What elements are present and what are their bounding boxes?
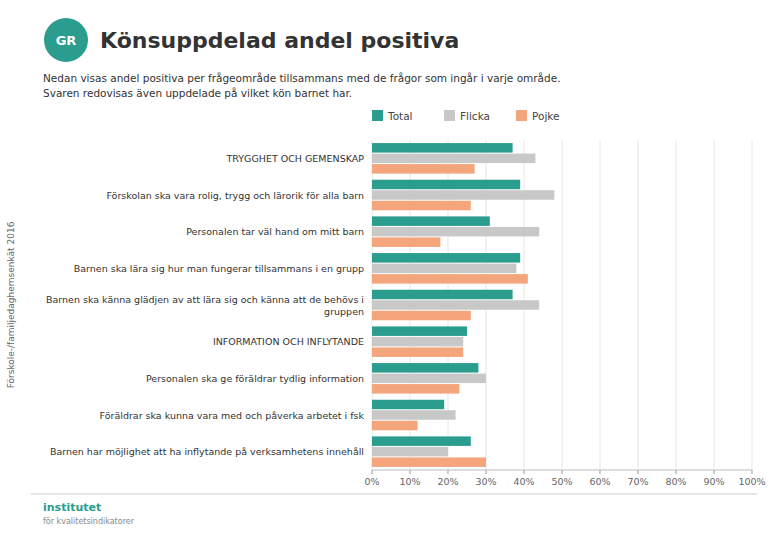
category-label-line: Förskolan ska vara rolig, trygg och läro… xyxy=(106,190,364,201)
bar xyxy=(372,337,463,347)
category-label: Föräldrar ska kunna vara med och påverka… xyxy=(100,410,365,421)
bar xyxy=(372,326,467,336)
category-label-line: Föräldrar ska kunna vara med och påverka… xyxy=(100,410,365,421)
category-label: INFORMATION OCH INFLYTANDE xyxy=(213,336,364,347)
tick-mark xyxy=(676,470,677,474)
category-label: Barnen ska känna glädjen av att lära sig… xyxy=(46,294,364,317)
logo: GR xyxy=(44,18,88,62)
bar xyxy=(372,180,520,190)
tick-label: 0% xyxy=(364,476,379,487)
category-label-line: Barnen har möjlighet att ha inflytande p… xyxy=(50,446,364,457)
category-label: Personalen tar väl hand om mitt barn xyxy=(186,226,364,237)
tick-mark xyxy=(448,470,449,474)
tick-mark xyxy=(638,470,639,474)
bar xyxy=(372,264,516,274)
bar xyxy=(372,400,444,410)
legend-label: Pojke xyxy=(532,110,559,122)
category-label: Personalen ska ge föräldrar tydlig infor… xyxy=(146,373,364,384)
bar xyxy=(372,227,539,237)
tick-label: 90% xyxy=(703,476,724,487)
grid-line xyxy=(600,140,601,470)
grid-line xyxy=(638,140,639,470)
tick-mark xyxy=(562,470,563,474)
x-axis: 0% 10% 20% 30% 40% 50% 60% 70% 80% 90% 100% xyxy=(364,140,765,487)
bar xyxy=(372,410,456,420)
subtitle: Nedan visas andel positiva per frågeområ… xyxy=(43,72,561,84)
tick-label: 40% xyxy=(513,476,534,487)
tick-label: 70% xyxy=(627,476,648,487)
bar xyxy=(372,190,554,200)
tick-label: 80% xyxy=(665,476,686,487)
logo-circle xyxy=(44,18,88,62)
bar xyxy=(372,347,463,357)
category-label-line: INFORMATION OCH INFLYTANDE xyxy=(213,336,364,347)
grid-line xyxy=(562,140,563,470)
category-label-line: Personalen ska ge föräldrar tydlig infor… xyxy=(146,373,364,384)
bar xyxy=(372,363,478,373)
legend-swatch xyxy=(372,110,383,121)
bar xyxy=(372,447,448,457)
category-label: Barnen har möjlighet att ha inflytande p… xyxy=(50,446,364,457)
background xyxy=(0,0,780,540)
bar xyxy=(372,374,486,384)
tick-label: 20% xyxy=(437,476,458,487)
bar xyxy=(372,290,513,300)
bars xyxy=(372,143,554,467)
footer: institutet xyxy=(43,501,101,514)
tick-mark xyxy=(486,470,487,474)
category-label-line: TRYGGHET OCH GEMENSKAP xyxy=(225,153,364,164)
grid-line xyxy=(714,140,715,470)
legend-swatch xyxy=(516,110,527,121)
legend-label: Total xyxy=(387,110,413,122)
subtitle: Svaren redovisas även uppdelade på vilke… xyxy=(43,87,352,99)
legend-label: Flicka xyxy=(460,110,490,122)
bar xyxy=(372,421,418,431)
tick-label: 60% xyxy=(589,476,610,487)
bar xyxy=(372,253,520,263)
bar xyxy=(372,274,528,284)
bar xyxy=(372,143,513,153)
tick-label: 50% xyxy=(551,476,572,487)
bar xyxy=(372,201,471,211)
bar xyxy=(372,457,486,467)
tick-label: 30% xyxy=(475,476,496,487)
tick-mark xyxy=(410,470,411,474)
bar xyxy=(372,436,471,446)
category-label-line: Barnen ska känna glädjen av att lära sig… xyxy=(46,294,364,305)
legend-swatch xyxy=(444,110,455,121)
bar xyxy=(372,300,539,310)
category-label: TRYGGHET OCH GEMENSKAP xyxy=(225,153,364,164)
separator xyxy=(31,494,757,495)
tick-label: 10% xyxy=(399,476,420,487)
grid-line xyxy=(676,140,677,470)
chart: GR Könsuppdelad andel positiva Nedan visas… xyxy=(0,0,780,540)
tick-mark xyxy=(372,470,373,474)
tick-mark xyxy=(714,470,715,474)
bar xyxy=(372,216,490,226)
bar xyxy=(372,154,535,164)
bar xyxy=(372,237,440,247)
axis-line xyxy=(372,470,752,471)
category-label-line: Personalen tar väl hand om mitt barn xyxy=(186,226,364,237)
tick-mark xyxy=(600,470,601,474)
category-label-line: Barnen ska lära sig hur man fungerar til… xyxy=(74,263,364,274)
bar xyxy=(372,311,471,321)
bar xyxy=(372,164,475,174)
tick-mark xyxy=(524,470,525,474)
grid-line xyxy=(752,140,753,470)
vertical-label: Förskole-/familjedaghemsenkät 2016 xyxy=(6,221,16,388)
logo-text: GR xyxy=(56,33,77,48)
legend: Total Flicka Pojke xyxy=(372,110,559,122)
category-label: Förskolan ska vara rolig, trygg och läro… xyxy=(106,190,364,201)
footer: för kvalitetsindikatorer xyxy=(43,517,135,526)
tick-mark xyxy=(752,470,753,474)
category-label: Barnen ska lära sig hur man fungerar til… xyxy=(74,263,364,274)
tick-label: 100% xyxy=(738,476,765,487)
title: Könsuppdelad andel positiva xyxy=(100,28,459,53)
y-axis: TRYGGHET OCH GEMENSKAP Förskolan ska vara… xyxy=(46,153,365,457)
category-label-line: gruppen xyxy=(324,306,364,317)
bar xyxy=(372,384,459,394)
